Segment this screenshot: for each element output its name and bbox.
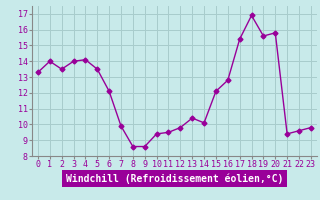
X-axis label: Windchill (Refroidissement éolien,°C): Windchill (Refroidissement éolien,°C): [66, 173, 283, 184]
